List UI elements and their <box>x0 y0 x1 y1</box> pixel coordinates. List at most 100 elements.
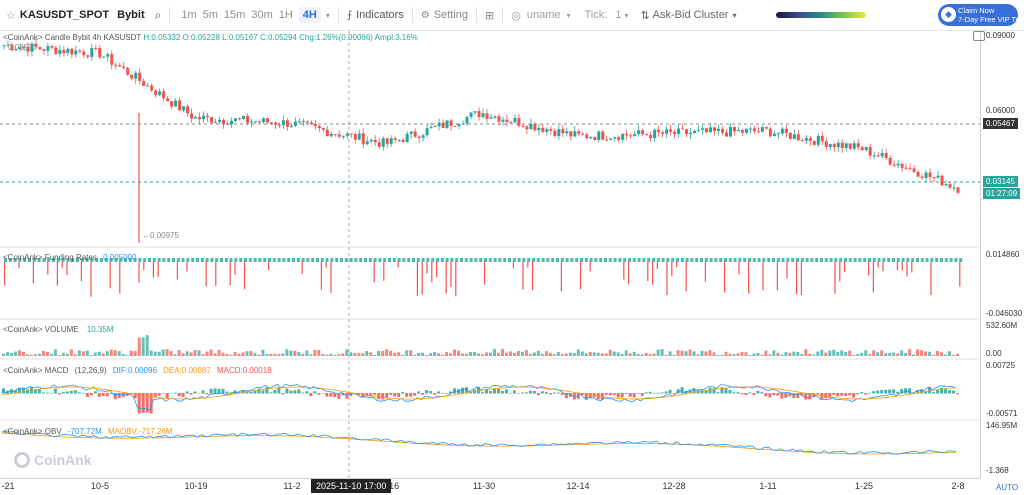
funding-bar-positive <box>575 258 579 262</box>
macd-histogram-bar <box>736 392 740 394</box>
candle-body <box>369 139 373 142</box>
volume-bar <box>337 354 341 356</box>
volume-bar <box>884 353 888 356</box>
indicators-button[interactable]: ⨍ Indicators <box>347 9 404 21</box>
candle-body <box>349 133 353 135</box>
funding-bar-positive <box>872 258 876 262</box>
funding-bar-positive <box>752 258 756 262</box>
macd-histogram-bar <box>756 390 760 394</box>
timeframe-30m[interactable]: 30m <box>251 9 273 21</box>
grid-layout-icon[interactable]: ⊞ <box>485 9 495 22</box>
timeframe-4h[interactable]: 4H <box>298 7 321 23</box>
auto-scale-toggle[interactable]: AUTO <box>996 483 1019 492</box>
funding-bar-positive <box>824 258 828 262</box>
macd-histogram-bar <box>728 390 732 394</box>
volume-bar <box>848 350 852 356</box>
candle-body <box>924 172 928 178</box>
candle-body <box>182 106 186 111</box>
divider <box>337 7 339 23</box>
funding-bar-negative <box>244 262 246 290</box>
color-scale-slider[interactable] <box>776 12 867 18</box>
funding-bar-positive <box>436 258 439 262</box>
macd-histogram-bar <box>916 390 920 394</box>
timeframe-1h[interactable]: 1H <box>278 9 293 21</box>
volume-bar <box>652 353 656 356</box>
candle-body <box>58 49 62 54</box>
volume-bar <box>133 351 137 356</box>
volume-axis-bottom: 0.00 <box>986 349 1002 358</box>
funding-bar-positive <box>858 258 862 262</box>
search-icon[interactable]: ⌕ <box>154 7 162 22</box>
volume-bar <box>389 350 393 356</box>
funding-bar-positive <box>560 258 564 262</box>
candle-body <box>525 126 529 130</box>
candle-body <box>944 184 948 186</box>
screenshot-icon[interactable] <box>973 31 985 41</box>
macd-histogram-bar <box>712 388 716 394</box>
uname-selector[interactable]: ◎ uname ▾ <box>511 9 570 22</box>
volume-bar <box>457 350 461 356</box>
candle-body <box>313 124 317 127</box>
funding-bar-positive <box>152 258 156 262</box>
star-icon[interactable]: ☆ <box>6 9 16 22</box>
candle-body <box>900 163 904 168</box>
candle-body <box>22 46 26 48</box>
candle-body <box>82 51 86 56</box>
time-tick: 1-11 <box>759 481 777 491</box>
claim-vip-button[interactable]: ◆ Claim Now 7-Day Free VIP Trial <box>938 4 1024 26</box>
macd-histogram-bar <box>676 389 680 394</box>
candle-body <box>553 130 557 136</box>
macd-histogram-bar <box>748 392 752 394</box>
candle-body <box>230 120 234 125</box>
candle-body <box>876 155 880 157</box>
symbol-name[interactable]: KASUSDT_SPOT <box>19 9 110 21</box>
funding-bar-positive <box>239 258 243 262</box>
tick-selector[interactable]: Tick: 1 ▾ <box>585 9 629 21</box>
macd-histogram-bar <box>920 389 924 394</box>
volume-bar <box>261 349 265 356</box>
macd-histogram-bar <box>469 391 473 394</box>
candle-body <box>234 118 238 121</box>
macd-histogram-bar <box>401 392 405 394</box>
funding-bar-negative <box>138 262 140 283</box>
candle-body <box>190 113 194 119</box>
candle-body <box>501 119 505 122</box>
candle-body <box>792 134 796 139</box>
volume-bar <box>265 354 269 356</box>
volume-bar <box>245 351 249 356</box>
chart-canvas[interactable] <box>0 31 1024 495</box>
funding-bar-negative <box>872 262 874 293</box>
funding-bar-positive <box>618 258 622 262</box>
chevron-down-icon[interactable]: ▾ <box>325 10 330 20</box>
cluster-selector[interactable]: ⇅ Ask-Bid Cluster ▾ <box>640 9 736 22</box>
funding-bar-positive <box>416 258 420 262</box>
volume-bar <box>612 351 616 356</box>
setting-button[interactable]: ⚙ Setting <box>421 9 468 21</box>
candle-body <box>449 120 453 126</box>
macd-histogram-bar <box>556 392 560 394</box>
funding-bar-positive <box>162 258 166 262</box>
macd-histogram-bar <box>261 390 265 394</box>
volume-bar <box>724 351 728 356</box>
candle-body <box>649 135 653 139</box>
timeframe-15m[interactable]: 15m <box>223 9 246 21</box>
candle-body <box>194 116 198 119</box>
candle-body <box>764 127 768 129</box>
funding-bar-positive <box>877 258 881 262</box>
volume-bar <box>784 352 788 356</box>
candle-body <box>98 47 102 58</box>
macd-histogram-bar <box>868 392 872 394</box>
volume-value: 10.35M <box>86 325 114 334</box>
obv-header: <CoinAnk> OBV -707.72M MAOBV:-717.26M <box>3 427 173 436</box>
funding-bar-positive <box>210 258 214 262</box>
volume-bar <box>756 352 760 356</box>
funding-bar-positive <box>704 258 708 262</box>
timeframe-5m[interactable]: 5m <box>202 9 218 21</box>
funding-bar-negative <box>80 262 82 282</box>
funding-bar-negative <box>234 262 236 275</box>
funding-bar-positive <box>56 258 60 262</box>
funding-bar-positive <box>930 258 934 262</box>
macd-histogram-bar <box>157 393 161 396</box>
volume-bar <box>520 351 524 356</box>
timeframe-1m[interactable]: 1m <box>181 9 197 21</box>
